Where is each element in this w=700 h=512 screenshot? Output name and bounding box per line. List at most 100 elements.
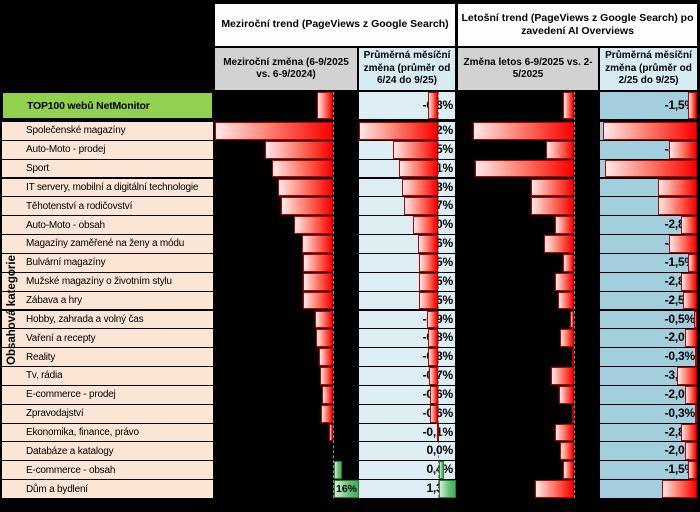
- this-year-change-bar: [559, 385, 574, 404]
- category-cell: Společenské magazíny: [2, 122, 213, 140]
- yoy-change-bar: [215, 122, 333, 140]
- yoy-change-bar: [301, 235, 333, 253]
- monthly-225-bar: [662, 480, 697, 498]
- yoy-change-bar: [265, 140, 333, 159]
- category-cell: TOP100 webů NetMonitor: [2, 92, 213, 119]
- subheader-yoy-change: Meziroční změna (6-9/2025 vs. 6-9/2024): [215, 48, 357, 90]
- category-cell: Auto-Moto - obsah: [2, 216, 213, 235]
- group-header-yoy-trend: Meziroční trend (PageViews z Google Sear…: [215, 4, 455, 46]
- yoy-change-bar: [281, 197, 333, 216]
- side-label-content-category: Obsahová kategorie: [6, 255, 18, 365]
- yoy-change-bar: [303, 272, 333, 291]
- category-cell: Hobby, zahrada a volný čas: [2, 310, 213, 329]
- this-year-change-bar: [557, 291, 574, 310]
- monthly-624-cell: -0,1%: [359, 423, 455, 442]
- group-header-ai-overviews-trend: Letošní trend (PageViews z Google Search…: [458, 4, 697, 46]
- monthly-624-bar: [439, 480, 456, 498]
- monthly-624-bar: [403, 197, 438, 216]
- monthly-624-bar: [359, 122, 438, 140]
- monthly-225-bar: [604, 159, 697, 178]
- monthly-624-bar: [439, 461, 445, 480]
- monthly-624-bar: [402, 178, 438, 197]
- this-year-change-bar: [562, 253, 574, 272]
- yoy-change-bar: [329, 423, 333, 442]
- monthly-225-bar: [657, 178, 697, 197]
- monthly-624-cell: -0,8%: [359, 92, 455, 119]
- category-cell: Mužské magazíny o životním stylu: [2, 272, 213, 291]
- monthly-225-bar: [694, 310, 697, 329]
- monthly-225-bar: [602, 122, 697, 140]
- this-year-change-bar: [551, 367, 574, 385]
- this-year-change-bar: [554, 216, 574, 235]
- monthly-225-bar: [669, 140, 697, 159]
- this-year-change-bar: [559, 442, 574, 461]
- monthly-225-bar: [688, 461, 697, 480]
- subheader-monthly-avg-624: Průměrná měsíční změna (průměr od 6/24 d…: [359, 48, 455, 90]
- category-cell: Auto-Moto - prodej: [2, 140, 213, 159]
- monthly-225-value: -0,3%: [664, 405, 696, 420]
- monthly-225-cell: -2,0%: [600, 442, 697, 461]
- monthly-624-bar: [412, 216, 438, 235]
- this-year-change-bar: [530, 178, 574, 197]
- yoy-change-bar: [334, 480, 360, 498]
- this-year-change-bar: [530, 197, 574, 216]
- monthly-624-cell: -1,5%: [359, 291, 455, 310]
- this-year-change-bar: [534, 480, 574, 498]
- monthly-624-bar: [427, 348, 438, 366]
- monthly-225-value: -0,3%: [664, 349, 696, 364]
- monthly-225-value: -1,5%: [664, 254, 696, 269]
- category-cell: Zábava a hry: [2, 291, 213, 310]
- monthly-624-bar: [417, 235, 438, 253]
- monthly-624-bar: [418, 272, 438, 291]
- category-cell: Bulvární magazíny: [2, 253, 213, 272]
- category-cell: E-commerce - obsah: [2, 461, 213, 480]
- category-cell: Reality: [2, 348, 213, 366]
- axis-line-yoy-bars: [333, 92, 334, 498]
- monthly-624-cell: -0,7%: [359, 367, 455, 385]
- this-year-change-bar: [472, 122, 574, 140]
- monthly-624-cell: -0,6%: [359, 385, 455, 404]
- category-cell: E-commerce - prodej: [2, 385, 213, 404]
- monthly-225-bar: [695, 348, 698, 366]
- monthly-624-bar: [427, 329, 438, 348]
- yoy-change-bar: [322, 385, 333, 404]
- yoy-change-bar: [317, 92, 333, 119]
- yoy-change-bar: [303, 253, 333, 272]
- monthly-624-bar: [418, 253, 438, 272]
- axis-line-this-year-bars: [574, 92, 575, 498]
- yoy-change-bar: [319, 367, 333, 385]
- monthly-225-bar: [688, 253, 697, 272]
- monthly-225-cell: -1,5%: [600, 92, 697, 119]
- monthly-225-cell: -0,3%: [600, 348, 697, 366]
- category-cell: Ekonomika, finance, právo: [2, 423, 213, 442]
- monthly-624-cell: -0,9%: [359, 310, 455, 329]
- monthly-624-cell: -1,5%: [359, 272, 455, 291]
- axis-line-monthly-624: [438, 92, 439, 498]
- yoy-bar-value-label: 16%: [336, 483, 358, 496]
- monthly-225-bar: [657, 197, 697, 216]
- this-year-change-bar: [562, 461, 574, 480]
- this-year-change-bar: [546, 140, 574, 159]
- monthly-225-value: -0,5%: [664, 311, 696, 326]
- yoy-change-bar: [314, 310, 333, 329]
- subheader-monthly-avg-225: Průměrná měsíční změna (průměr od 2/25 d…: [600, 48, 697, 90]
- monthly-225-bar: [695, 404, 698, 423]
- yoy-change-bar: [318, 348, 333, 366]
- monthly-624-bar: [430, 404, 438, 423]
- monthly-624-bar: [426, 310, 438, 329]
- category-cell: IT servery, mobilní a digitální technolo…: [2, 178, 213, 197]
- yoy-change-bar: [271, 159, 333, 178]
- yoy-change-bar: [334, 461, 342, 480]
- this-year-change-bar: [571, 404, 574, 423]
- category-cell: Databáze a katalogy: [2, 442, 213, 461]
- category-cell: Zpravodajství: [2, 404, 213, 423]
- category-cell: Sport: [2, 159, 213, 178]
- monthly-225-bar: [680, 216, 697, 235]
- monthly-225-bar: [685, 385, 697, 404]
- category-cell: Dům a bydlení: [2, 480, 213, 498]
- monthly-624-cell: -0,6%: [359, 404, 455, 423]
- this-year-change-bar: [570, 310, 574, 329]
- monthly-624-cell: -1,6%: [359, 235, 455, 253]
- monthly-624-bar: [393, 140, 438, 159]
